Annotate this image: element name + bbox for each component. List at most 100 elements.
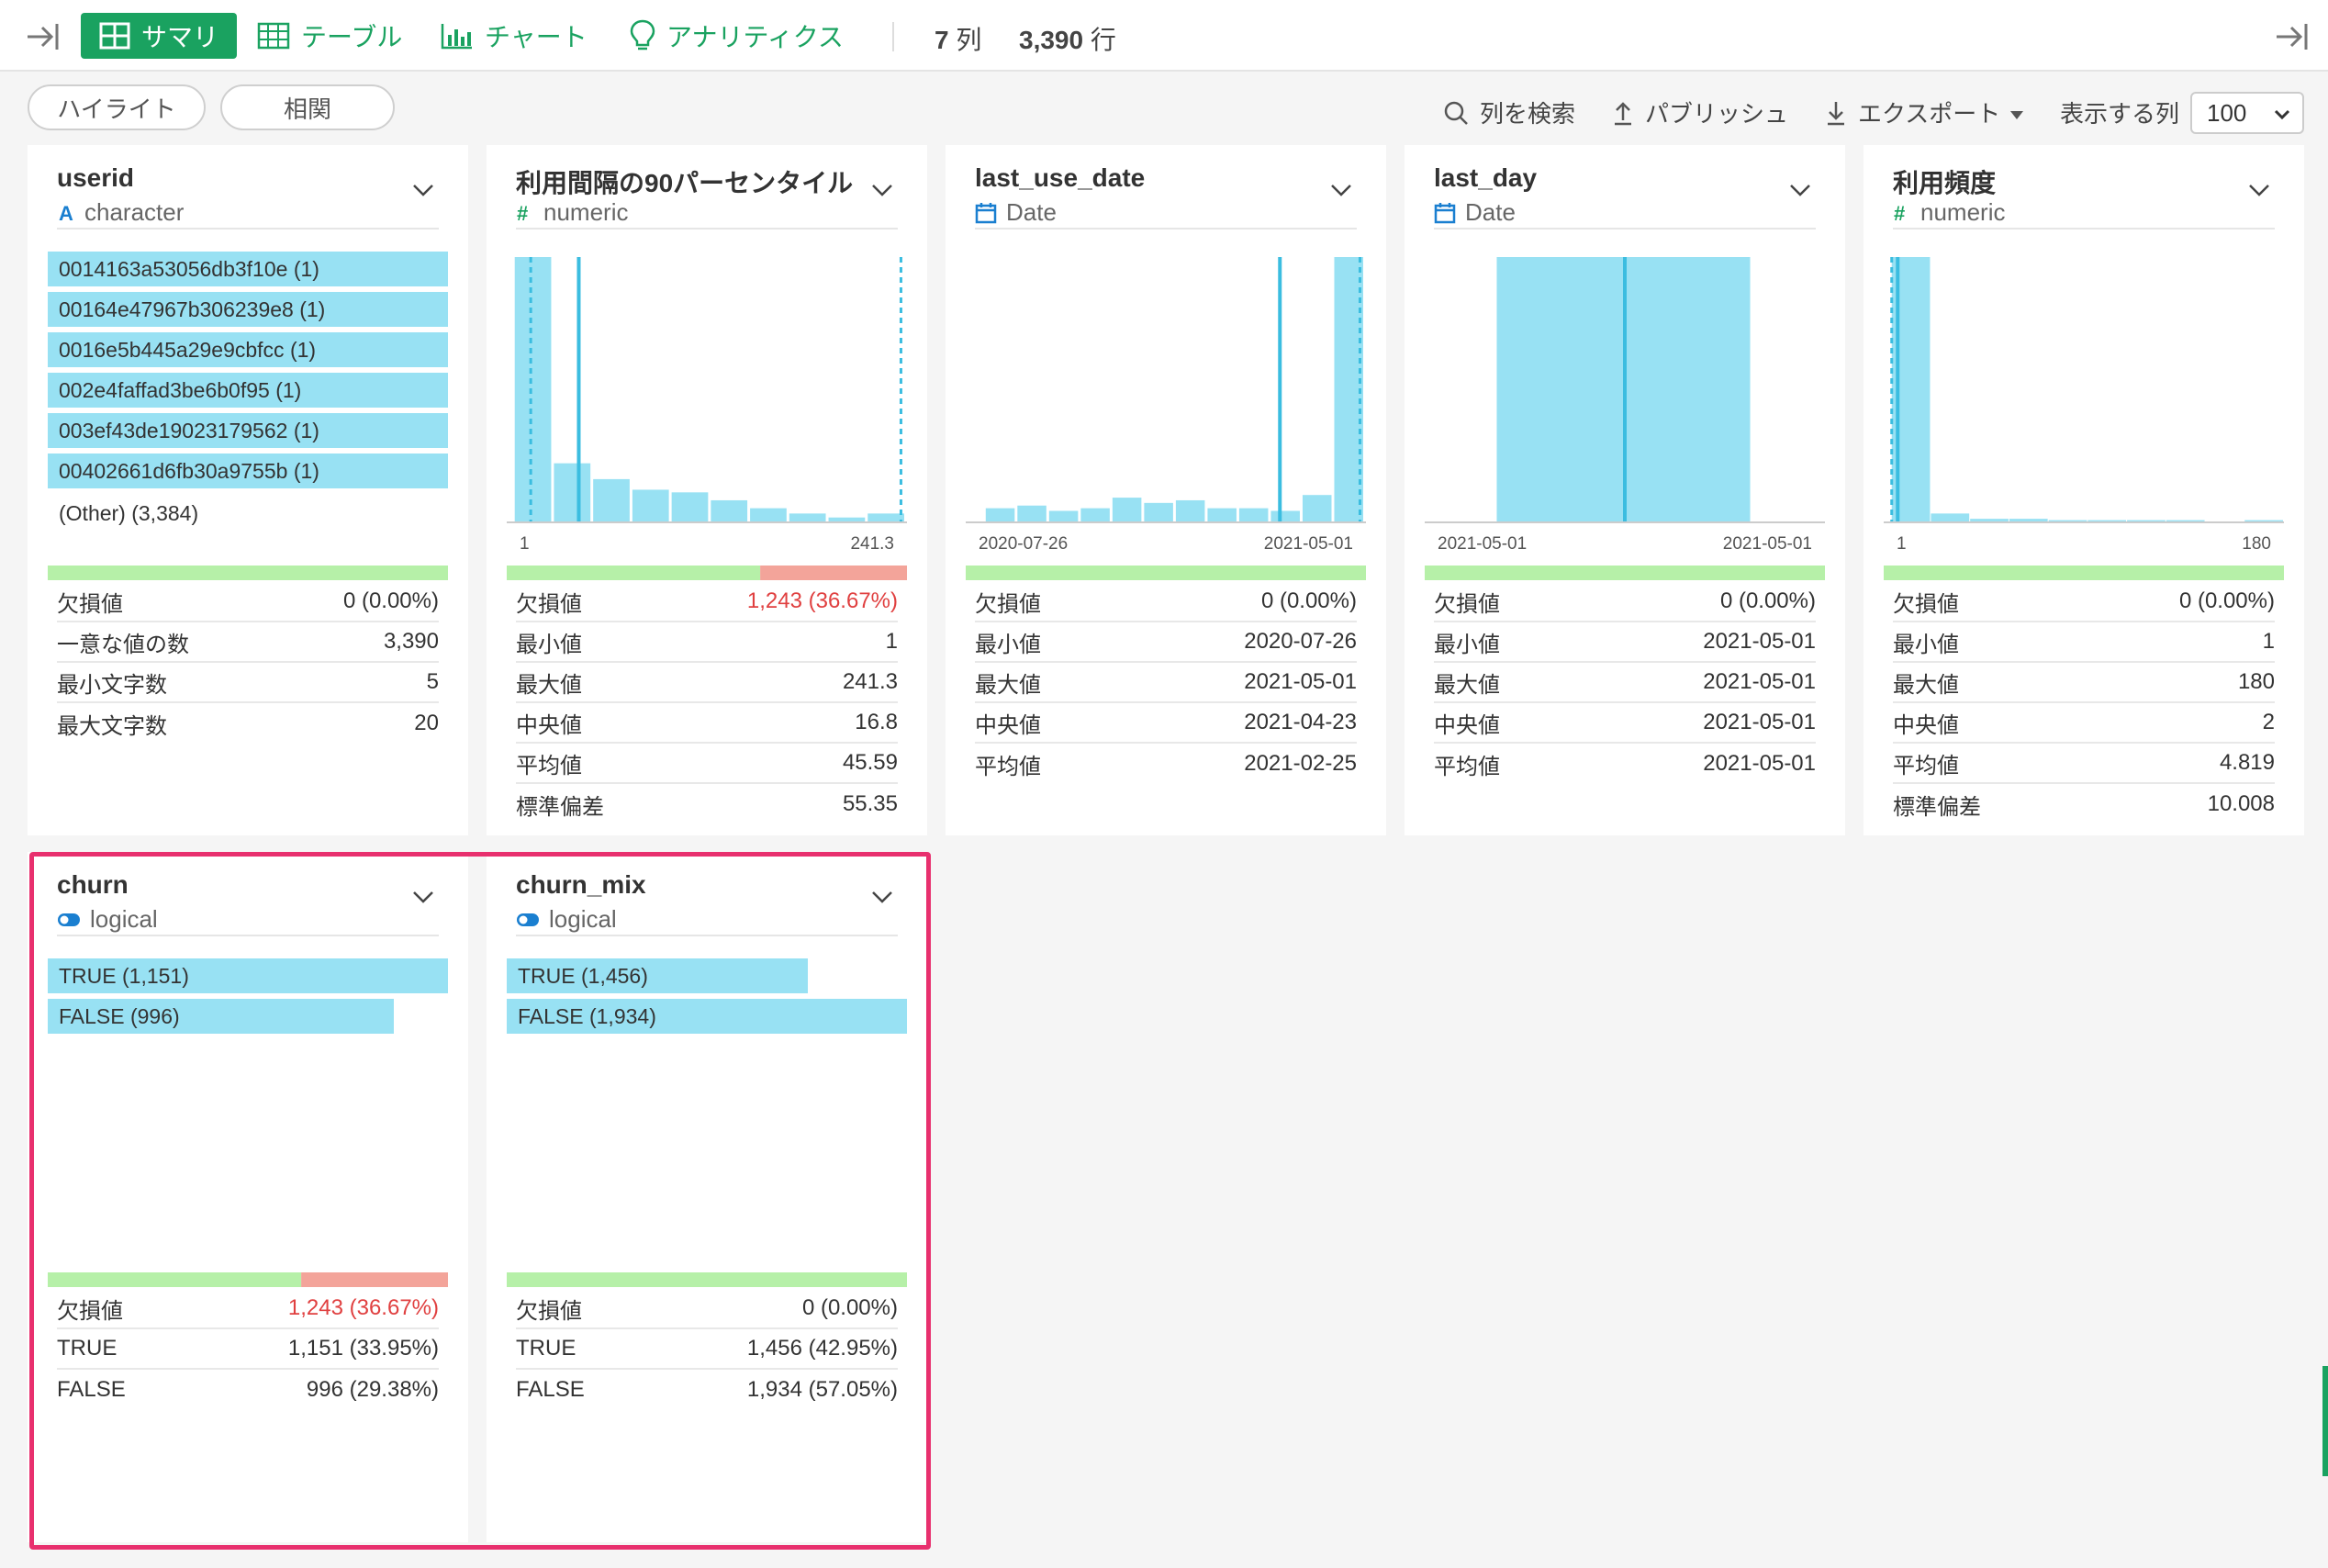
numeric-type-icon: # bbox=[516, 203, 534, 223]
chevron-down-icon[interactable] bbox=[870, 182, 894, 198]
stat-label: 平均値 bbox=[1434, 754, 1500, 779]
stat-value: 241.3 bbox=[842, 669, 898, 694]
histogram-bar[interactable] bbox=[1931, 513, 1970, 521]
histogram-bar[interactable] bbox=[1970, 519, 2009, 521]
chevron-down-icon[interactable] bbox=[870, 889, 894, 905]
stat-row: FALSE 996 (29.38%) bbox=[57, 1370, 439, 1410]
stat-value: 45.59 bbox=[842, 750, 898, 775]
histogram-bar[interactable] bbox=[1238, 508, 1269, 521]
data-quality-bar bbox=[507, 1272, 907, 1287]
histogram-bar[interactable] bbox=[711, 499, 748, 521]
histogram-bar[interactable] bbox=[671, 492, 709, 521]
histogram-bar[interactable] bbox=[1302, 495, 1332, 521]
publish-button[interactable]: パブリッシュ bbox=[1612, 95, 1788, 129]
histogram-bar[interactable] bbox=[1334, 257, 1363, 521]
data-quality-bar bbox=[48, 1272, 448, 1287]
stat-row: 中央値 16.8 bbox=[516, 703, 898, 744]
histogram[interactable] bbox=[507, 246, 907, 531]
histogram-bar[interactable] bbox=[828, 517, 866, 521]
histogram-bar[interactable] bbox=[1112, 498, 1142, 521]
stat-row: 欠損値 1,243 (36.67%) bbox=[516, 582, 898, 622]
stat-value: 2021-05-01 bbox=[1703, 629, 1816, 654]
histogram-bar[interactable] bbox=[1048, 510, 1079, 521]
column-title: userid bbox=[57, 163, 135, 192]
stat-label: 平均値 bbox=[516, 753, 582, 778]
missing-segment bbox=[760, 566, 907, 580]
stat-label: 最大値 bbox=[1434, 672, 1500, 698]
category-bar[interactable]: 002e4faffad3be6b0f95 (1) bbox=[48, 373, 448, 408]
tab-summary-label: サマリ bbox=[141, 23, 219, 51]
chevron-down-icon[interactable] bbox=[411, 889, 435, 905]
tab-summary[interactable]: サマリ bbox=[81, 13, 238, 59]
histogram-bar[interactable] bbox=[1207, 508, 1237, 521]
range-max-label: 2021-05-01 bbox=[1722, 534, 1812, 554]
histogram-bar[interactable] bbox=[985, 508, 1015, 521]
category-bar[interactable]: 003ef43de19023179562 (1) bbox=[48, 413, 448, 448]
stat-value: 1,456 (42.95%) bbox=[746, 1336, 898, 1361]
histogram-bar[interactable] bbox=[1080, 508, 1110, 521]
column-title: churn_mix bbox=[516, 870, 646, 899]
histogram-bar[interactable] bbox=[1270, 510, 1300, 521]
correlation-button[interactable]: 相関 bbox=[220, 84, 395, 130]
chevron-down-icon[interactable] bbox=[1329, 182, 1353, 198]
scrollbar-thumb[interactable] bbox=[2322, 1366, 2328, 1476]
stat-value: 1 bbox=[2262, 629, 2275, 654]
histogram[interactable] bbox=[966, 246, 1366, 531]
stat-value: 55.35 bbox=[842, 791, 898, 816]
category-bar[interactable]: TRUE (1,456) bbox=[507, 958, 808, 993]
search-columns-button[interactable]: 列を検索 bbox=[1443, 95, 1575, 129]
category-bar[interactable]: FALSE (1,934) bbox=[507, 999, 907, 1034]
stat-row: 平均値 4.819 bbox=[1893, 744, 2275, 784]
display-columns-select[interactable]: 100 bbox=[2190, 92, 2304, 134]
stat-label: 標準偏差 bbox=[516, 794, 604, 820]
category-bar[interactable]: FALSE (996) bbox=[48, 999, 394, 1034]
histogram-bar[interactable] bbox=[1017, 505, 1046, 521]
lightbulb-icon bbox=[630, 19, 655, 52]
histogram-bar[interactable] bbox=[593, 478, 630, 521]
category-bar[interactable]: TRUE (1,151) bbox=[48, 958, 448, 993]
histogram-bar[interactable] bbox=[632, 489, 669, 521]
stat-label: 最小値 bbox=[516, 632, 582, 657]
chevron-down-icon[interactable] bbox=[2247, 182, 2271, 198]
stat-row: 最小値 2021-05-01 bbox=[1434, 622, 1816, 663]
stat-label: 一意な値の数 bbox=[57, 632, 189, 657]
tab-chart[interactable]: チャート bbox=[441, 13, 588, 59]
tab-table[interactable]: テーブル bbox=[257, 13, 402, 59]
stat-value: 3,390 bbox=[383, 629, 439, 654]
stat-value: 2021-05-01 bbox=[1244, 669, 1357, 694]
chevron-down-icon[interactable] bbox=[1788, 182, 1812, 198]
collapse-panel-icon[interactable] bbox=[24, 18, 61, 55]
svg-text:A: A bbox=[59, 203, 73, 223]
stat-row: 標準偏差 55.35 bbox=[516, 784, 898, 824]
expand-panel-icon[interactable] bbox=[2273, 18, 2310, 55]
category-bar[interactable]: 0016e5b445a29e9cbfcc (1) bbox=[48, 332, 448, 367]
histogram[interactable] bbox=[1425, 246, 1825, 531]
stat-label: 最大値 bbox=[975, 672, 1041, 698]
histogram-bar[interactable] bbox=[750, 508, 787, 521]
category-bar[interactable]: 00402661d6fb30a9755b (1) bbox=[48, 454, 448, 488]
tab-analytics[interactable]: アナリティクス bbox=[630, 13, 844, 59]
svg-text:#: # bbox=[1894, 203, 1905, 223]
stats-table: 欠損値 0 (0.00%) 最小値 2020-07-26 最大値 2021-05-01 中央… bbox=[975, 582, 1357, 784]
display-columns-label: 表示する列 bbox=[2060, 100, 2180, 128]
histogram-bar[interactable] bbox=[1144, 502, 1173, 521]
tab-analytics-label: アナリティクス bbox=[666, 23, 844, 51]
column-title: last_day bbox=[1434, 163, 1538, 192]
histogram-bar[interactable] bbox=[867, 513, 904, 521]
histogram-bar[interactable] bbox=[514, 257, 552, 521]
category-bar[interactable]: 0014163a53056db3f10e (1) bbox=[48, 252, 448, 286]
highlight-button[interactable]: ハイライト bbox=[28, 84, 206, 130]
column-title: churn bbox=[57, 870, 129, 899]
histogram-bar[interactable] bbox=[1175, 499, 1205, 521]
stat-label: 欠損値 bbox=[57, 591, 123, 617]
chevron-down-icon[interactable] bbox=[411, 182, 435, 198]
histogram-bar[interactable] bbox=[554, 463, 591, 521]
toggle-icon bbox=[516, 912, 540, 928]
stat-value: 2021-04-23 bbox=[1244, 710, 1357, 734]
search-icon bbox=[1443, 100, 1469, 126]
histogram-bar[interactable] bbox=[2009, 519, 2048, 521]
histogram[interactable] bbox=[1884, 246, 2284, 531]
category-bar[interactable]: 00164e47967b306239e8 (1) bbox=[48, 292, 448, 327]
histogram-bar[interactable] bbox=[789, 513, 826, 521]
export-button[interactable]: エクスポート bbox=[1825, 95, 2024, 129]
